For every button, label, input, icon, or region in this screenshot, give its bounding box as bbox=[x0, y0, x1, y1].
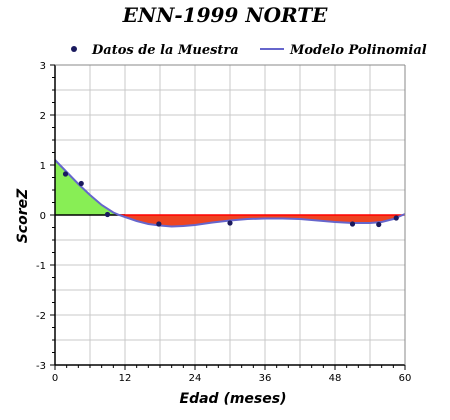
axes bbox=[50, 64, 406, 370]
y-tick-label: -3 bbox=[36, 361, 46, 372]
y-tick-label: 3 bbox=[40, 61, 46, 72]
legend: Datos de la Muestra Modelo Polinomial bbox=[71, 43, 427, 58]
data-point bbox=[156, 221, 162, 227]
negative-area bbox=[119, 215, 400, 227]
data-point bbox=[227, 220, 233, 226]
y-tick-label: -2 bbox=[36, 311, 46, 322]
legend-label-line: Modelo Polinomial bbox=[289, 43, 427, 58]
x-tick-label: 0 bbox=[52, 373, 58, 384]
x-tick-label: 48 bbox=[329, 373, 342, 384]
y-tick-label: 1 bbox=[40, 161, 46, 172]
x-tick-label: 60 bbox=[399, 373, 412, 384]
data-point bbox=[78, 180, 84, 187]
tick-labels: 0 12 24 36 48 60 3 2 1 0 -1 -2 -3 bbox=[36, 61, 411, 384]
y-tick-label: 0 bbox=[40, 211, 46, 222]
sample-points bbox=[62, 171, 399, 228]
data-point bbox=[104, 211, 111, 218]
data-point bbox=[62, 171, 69, 177]
x-axis-label: Edad (meses) bbox=[180, 391, 287, 407]
x-tick-label: 36 bbox=[259, 373, 272, 384]
x-tick-label: 12 bbox=[119, 373, 132, 384]
y-tick-label: 2 bbox=[40, 111, 46, 122]
data-point bbox=[376, 221, 382, 228]
legend-label-points: Datos de la Muestra bbox=[91, 43, 239, 58]
model-line bbox=[54, 159, 406, 228]
model-line-path bbox=[54, 159, 406, 228]
data-point bbox=[349, 221, 356, 227]
x-tick-label: 24 bbox=[189, 373, 202, 384]
area-fill bbox=[55, 160, 400, 227]
positive-area bbox=[55, 160, 120, 215]
y-tick-label: -1 bbox=[36, 261, 46, 272]
data-point bbox=[393, 215, 399, 221]
grid bbox=[55, 65, 405, 365]
y-axis-label: ScoreZ bbox=[15, 188, 31, 243]
chart-title: ENN-1999 NORTE bbox=[122, 3, 329, 27]
legend-marker-points bbox=[71, 46, 77, 52]
